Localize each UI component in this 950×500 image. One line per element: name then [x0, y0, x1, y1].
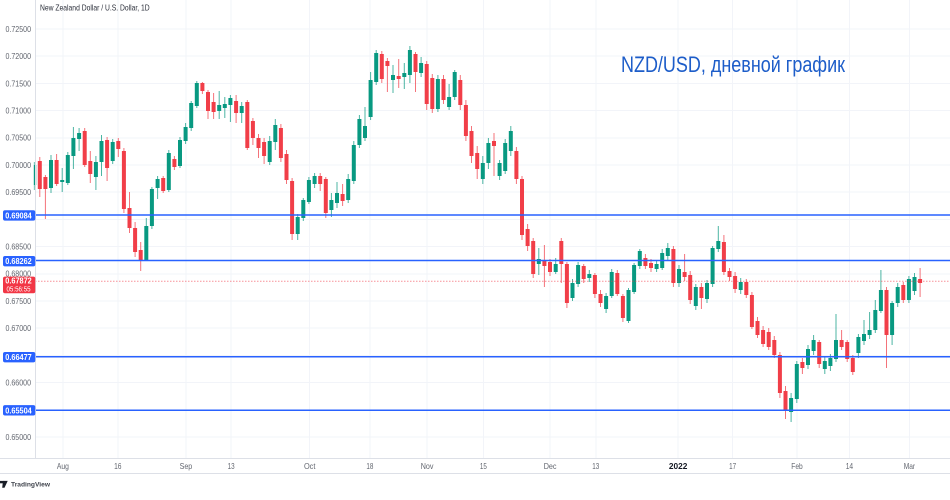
svg-text:Dec: Dec [544, 462, 557, 471]
svg-text:Feb: Feb [791, 462, 803, 471]
svg-text:13: 13 [228, 462, 235, 471]
svg-text:TradingView: TradingView [11, 481, 51, 488]
svg-text:13: 13 [592, 462, 599, 471]
svg-text:0.72500: 0.72500 [6, 24, 32, 34]
svg-text:0.69500: 0.69500 [6, 187, 32, 197]
svg-text:18: 18 [366, 462, 373, 471]
svg-text:0.67872: 0.67872 [5, 277, 32, 286]
svg-text:NZD/USD, дневной график: NZD/USD, дневной график [621, 52, 845, 77]
svg-text:0.65000: 0.65000 [6, 432, 32, 442]
svg-text:0.67500: 0.67500 [6, 296, 32, 306]
svg-text:05:56:55: 05:56:55 [7, 284, 31, 293]
svg-text:0.66000: 0.66000 [6, 378, 32, 388]
svg-text:0.69084: 0.69084 [5, 211, 32, 220]
svg-text:0.68000: 0.68000 [6, 269, 32, 279]
svg-text:Aug: Aug [57, 462, 69, 471]
svg-text:Oct: Oct [304, 462, 316, 471]
svg-text:0.70500: 0.70500 [6, 133, 32, 143]
svg-text:0.66477: 0.66477 [5, 353, 32, 362]
svg-text:16: 16 [114, 462, 122, 471]
svg-text:0.68262: 0.68262 [5, 257, 32, 266]
svg-text:2022: 2022 [669, 462, 688, 471]
svg-text:Mar: Mar [904, 462, 916, 471]
svg-text:0.67000: 0.67000 [6, 323, 32, 333]
svg-text:0.68500: 0.68500 [6, 242, 32, 252]
svg-text:17: 17 [729, 462, 736, 471]
svg-text:New Zealand Dollar / U.S. Doll: New Zealand Dollar / U.S. Dollar, 1D [40, 3, 150, 13]
svg-text:Sep: Sep [180, 462, 193, 471]
svg-text:Nov: Nov [421, 462, 434, 471]
svg-text:15: 15 [480, 462, 487, 471]
svg-text:0.70000: 0.70000 [6, 160, 32, 170]
svg-text:0.65504: 0.65504 [5, 406, 32, 415]
svg-text:0.71000: 0.71000 [6, 106, 32, 116]
svg-text:0.71500: 0.71500 [6, 78, 32, 88]
svg-text:14: 14 [846, 462, 854, 471]
svg-text:0.72000: 0.72000 [6, 51, 32, 61]
